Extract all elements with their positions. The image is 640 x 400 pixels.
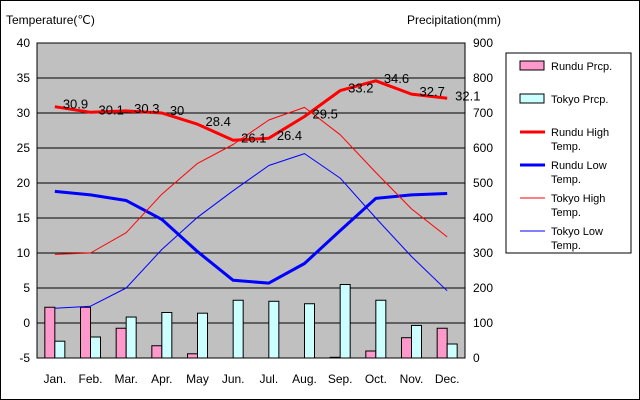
- precip-bar: [304, 303, 315, 359]
- precip-bar: [54, 340, 66, 359]
- x-tick-label: Feb.: [78, 372, 102, 386]
- y-left-tick-label: 40: [17, 36, 31, 50]
- y-left-tick-label: 15: [17, 211, 31, 225]
- precip-bar: [401, 337, 412, 359]
- y-right-tick-label: 600: [473, 141, 493, 155]
- y-right-tick-label: 700: [473, 106, 493, 120]
- y-right-tick-label: 400: [473, 211, 493, 225]
- x-tick-label: Oct.: [365, 372, 387, 386]
- precip-bar: [375, 299, 387, 359]
- x-tick-label: Mar.: [114, 372, 137, 386]
- precip-bar: [187, 353, 198, 359]
- precip-bar: [436, 327, 448, 359]
- precip-bar: [365, 350, 377, 359]
- data-label: 29.5: [313, 107, 338, 122]
- x-tick-label: Jul.: [259, 372, 278, 386]
- precip-bar: [411, 324, 422, 359]
- x-tick-label: Jun.: [222, 372, 245, 386]
- x-tick-label: Nov.: [400, 372, 424, 386]
- temp-line: [54, 106, 448, 255]
- precip-bar: [80, 306, 91, 359]
- x-tick-label: Jan.: [43, 372, 66, 386]
- precip-bar: [232, 299, 244, 359]
- data-label: 26.1: [241, 130, 266, 145]
- legend-label: Rundu Low Temp.: [551, 160, 607, 186]
- legend-swatch: [519, 60, 545, 71]
- y-left-tick-label: 10: [17, 246, 31, 260]
- x-tick-label: May: [186, 372, 209, 386]
- y-left-axis-title: Temperature(℃): [6, 13, 95, 27]
- y-left-tick-label: 0: [23, 316, 30, 330]
- precip-bar: [44, 306, 56, 359]
- precip-bar: [268, 300, 280, 359]
- data-label: 30.1: [99, 102, 124, 117]
- y-right-axis-title: Precipitation(mm): [407, 13, 501, 27]
- y-left-tick-label: 25: [17, 141, 31, 155]
- y-left-tick-label: 5: [23, 281, 30, 295]
- data-label: 30.9: [63, 97, 88, 112]
- temp-line: [54, 189, 448, 285]
- y-left-tick-label: -5: [19, 351, 30, 365]
- precip-bar: [151, 345, 163, 359]
- x-tick-label: Aug.: [292, 372, 317, 386]
- data-label: 28.4: [206, 114, 231, 129]
- y-left-ticks: 40 35 30 25 20 15 10 5 0 -5: [17, 36, 31, 365]
- legend-label: Rundu Prcp.: [551, 61, 612, 73]
- y-right-tick-label: 500: [473, 176, 493, 190]
- temp-line: [54, 153, 448, 309]
- y-right-tick-label: 800: [473, 71, 493, 85]
- data-label: 30.3: [134, 101, 159, 116]
- data-label: 26.4: [277, 128, 302, 143]
- precip-bar: [197, 312, 208, 359]
- y-left-tick-label: 35: [17, 71, 31, 85]
- data-labels: 30.9 30.1 30.3 30 28.4 26.1 26.4 29.5 33.2 34.6 32…: [63, 71, 481, 146]
- precip-bars: [44, 284, 458, 359]
- legend-label: Tokyo Low Temp.: [551, 226, 603, 252]
- y-right-tick-label: 300: [473, 246, 493, 260]
- precip-bar: [161, 312, 173, 359]
- plot-area: [36, 42, 466, 359]
- y-right-tick-label: 200: [473, 281, 493, 295]
- data-label: 32.7: [420, 84, 445, 99]
- y-left-tick-label: 20: [17, 176, 31, 190]
- data-label: 30: [170, 103, 184, 118]
- precip-bar: [329, 356, 341, 359]
- data-label: 33.2: [348, 81, 373, 96]
- legend-label: Rundu High Temp.: [551, 127, 609, 153]
- data-label: 32.1: [455, 88, 480, 103]
- precip-bar: [339, 284, 351, 359]
- y-right-tick-label: 900: [473, 36, 493, 50]
- precip-bar: [446, 343, 458, 359]
- temp-lines: [54, 79, 448, 309]
- precip-bar: [90, 336, 101, 359]
- legend-label: Tokyo High Temp.: [551, 193, 605, 219]
- legend-box: [505, 52, 632, 254]
- x-tick-label: Apr.: [151, 372, 172, 386]
- y-right-ticks: 900 800 700 600 500 400 300 200 100 0: [473, 36, 493, 365]
- legend: Rundu Prcp. Tokyo Prcp. Rundu High Temp. Run…: [519, 60, 612, 252]
- legend-swatch: [519, 93, 545, 104]
- y-left-tick-label: 30: [17, 106, 31, 120]
- y-right-tick-label: 100: [473, 316, 493, 330]
- y-right-tick-label: 0: [473, 351, 480, 365]
- temp-line: [54, 79, 448, 142]
- precip-bar: [115, 327, 127, 359]
- x-ticks: Jan. Feb. Mar. Apr. May Jun. Jul. Aug. Sep. Oct. N…: [43, 372, 459, 386]
- data-label: 34.6: [384, 71, 409, 86]
- legend-label: Tokyo Prcp.: [551, 94, 608, 106]
- precip-bar: [125, 316, 137, 359]
- x-tick-label: Dec.: [435, 372, 460, 386]
- x-tick-label: Sep.: [328, 372, 353, 386]
